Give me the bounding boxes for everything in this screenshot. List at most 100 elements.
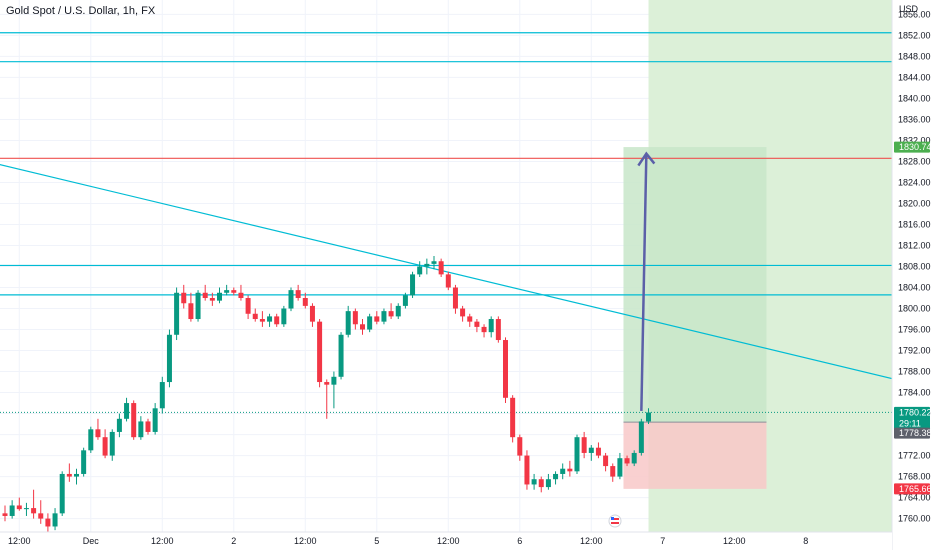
candle: [595, 447, 601, 456]
candle: [560, 468, 566, 474]
y-tick-label: 1768.00: [898, 472, 931, 482]
y-tick-label: 1800.00: [898, 304, 931, 314]
x-tick-label: 12:00: [437, 536, 460, 546]
candle: [188, 303, 194, 320]
projection-arrow: [640, 153, 648, 411]
us-flag-stripe: [611, 522, 619, 524]
chart-title: Gold Spot / U.S. Dollar, 1h, FX: [6, 5, 156, 17]
x-tick-label: 12:00: [294, 536, 317, 546]
candle: [45, 518, 51, 527]
y-tick-label: 1816.00: [898, 219, 931, 229]
y-tick-label: 1784.00: [898, 388, 931, 398]
candle: [524, 455, 530, 485]
candle: [445, 274, 451, 288]
candle: [252, 313, 258, 320]
price-badge-label: 1780.22: [899, 407, 932, 417]
candle: [131, 403, 137, 438]
x-tick-label: 7: [660, 536, 665, 546]
candle: [166, 334, 172, 383]
candle: [424, 263, 430, 267]
candle: [109, 431, 115, 456]
candle: [59, 473, 65, 514]
y-tick-label: 1844.00: [898, 72, 931, 82]
candle: [367, 316, 373, 330]
candle: [503, 340, 508, 398]
candle: [495, 319, 501, 341]
candle: [338, 334, 344, 377]
candle: [402, 295, 408, 306]
price-badge-label: 1765.66: [899, 484, 932, 494]
y-tick-label: 1792.00: [898, 346, 931, 356]
candle: [74, 473, 79, 477]
candle: [231, 290, 237, 293]
candle: [374, 316, 380, 322]
candle: [360, 324, 365, 330]
y-tick-label: 1856.00: [898, 9, 931, 19]
candle: [331, 376, 337, 385]
candle: [202, 292, 208, 299]
candle: [23, 508, 29, 510]
us-flag-stripe: [611, 518, 619, 520]
candle: [460, 308, 466, 317]
candle: [217, 292, 222, 301]
candle: [38, 513, 44, 519]
candle: [567, 468, 573, 472]
candle: [646, 412, 651, 422]
y-tick-label: 1820.00: [898, 198, 931, 208]
candle: [588, 447, 594, 453]
candle: [181, 292, 187, 304]
candle: [617, 458, 623, 477]
us-flag-canton: [611, 517, 614, 520]
candle: [531, 479, 537, 485]
candle: [517, 437, 523, 456]
countdown-label: 29:11: [899, 418, 921, 428]
candle: [488, 319, 494, 333]
y-tick-label: 1804.00: [898, 283, 931, 293]
candle: [224, 290, 230, 293]
x-tick-label: Dec: [83, 536, 100, 546]
price-badge-label: 1830.74: [899, 142, 932, 152]
us-flag-icon: [608, 514, 622, 528]
candle: [31, 508, 37, 514]
candle: [574, 437, 580, 472]
candle: [309, 305, 315, 322]
candle: [245, 298, 251, 314]
candle: [281, 308, 287, 325]
candle: [474, 321, 480, 327]
candle: [2, 513, 8, 516]
candle: [553, 473, 559, 480]
candle: [545, 479, 551, 488]
x-tick-label: 12:00: [580, 536, 603, 546]
trend-line: [0, 163, 914, 385]
candle: [267, 316, 273, 322]
candle: [238, 292, 244, 299]
candle: [410, 274, 416, 296]
candle: [345, 311, 351, 335]
candle: [16, 505, 22, 510]
candle: [302, 298, 308, 306]
candle: [288, 290, 294, 309]
profit-zone: [623, 147, 767, 423]
x-tick-label: 2: [231, 536, 236, 546]
candle: [431, 261, 437, 264]
candle: [317, 321, 323, 383]
y-tick-label: 1848.00: [898, 51, 931, 61]
candle: [610, 466, 616, 477]
candle: [174, 292, 180, 335]
candle: [209, 298, 215, 301]
y-tick-label: 1832.00: [898, 135, 931, 145]
candle: [581, 437, 587, 453]
price-badge: [894, 406, 930, 429]
y-tick-label: 1760.00: [898, 514, 931, 524]
candle: [388, 311, 394, 317]
y-tick-label: 1764.00: [898, 493, 931, 503]
candle: [438, 261, 444, 275]
candle: [66, 473, 72, 477]
price-badge-label: 1778.38: [899, 428, 932, 438]
candle: [467, 316, 473, 322]
candle: [88, 429, 94, 451]
candle: [417, 266, 423, 275]
candle: [159, 382, 165, 409]
